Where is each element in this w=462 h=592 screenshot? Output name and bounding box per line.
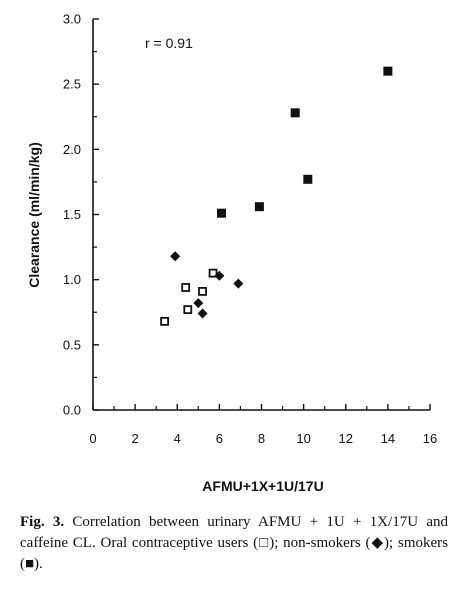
y-tick-label: 0.0 [63,403,81,418]
filled-square-point [303,174,313,184]
filled-diamond-point [170,251,181,262]
y-tick-label: 2.0 [63,142,81,157]
filled-diamond-point [233,278,244,289]
caption-text: Correlation between urinary AFMU + 1U + … [20,514,448,572]
filled-square-point [254,202,264,212]
open-square-point [198,286,207,296]
x-tick-label: 16 [423,431,437,446]
ticks: 0.0 0.5 1.0 1.5 2.0 2.5 3.0 0 2 4 6 8 10 12 14 16 [63,12,437,447]
filled-diamond-point [193,298,204,309]
open-square-point [181,283,191,292]
filled-diamond-point [214,270,225,281]
scatter-chart: 0.0 0.5 1.0 1.5 2.0 2.5 3.0 0 2 4 6 8 10 12 14 16 r = 0… [26,12,437,495]
filled-square-point [290,108,300,118]
y-tick-label: 1.0 [63,272,81,287]
figure-caption: Fig. 3. Correlation between urinary AFMU… [20,512,448,575]
y-tick-label: 1.5 [63,207,81,222]
data-points [160,66,393,326]
x-tick-label: 10 [296,431,310,446]
y-axis-title: Clearance (ml/min/kg) [26,142,42,288]
correlation-annotation: r = 0.91 [145,35,193,51]
x-tick-label: 0 [89,431,96,446]
x-tick-label: 4 [174,431,181,446]
open-square-point [160,316,170,326]
x-tick-label: 8 [258,431,265,446]
open-square-point [183,305,193,315]
x-axis-title: AFMU+1X+1U/17U [202,478,323,494]
filled-square-point [383,66,393,76]
open-square-point [208,268,218,278]
filled-diamond-point [197,308,208,319]
x-tick-label: 14 [381,431,395,446]
caption-fig-label: Fig. 3. [20,514,65,530]
x-tick-label: 12 [339,431,353,446]
filled-square-point [216,208,226,218]
y-tick-label: 2.5 [63,77,81,92]
x-tick-label: 2 [132,431,139,446]
axes [92,19,430,411]
y-tick-label: 3.0 [63,12,81,27]
y-tick-label: 0.5 [63,337,81,352]
x-tick-label: 6 [216,431,223,446]
